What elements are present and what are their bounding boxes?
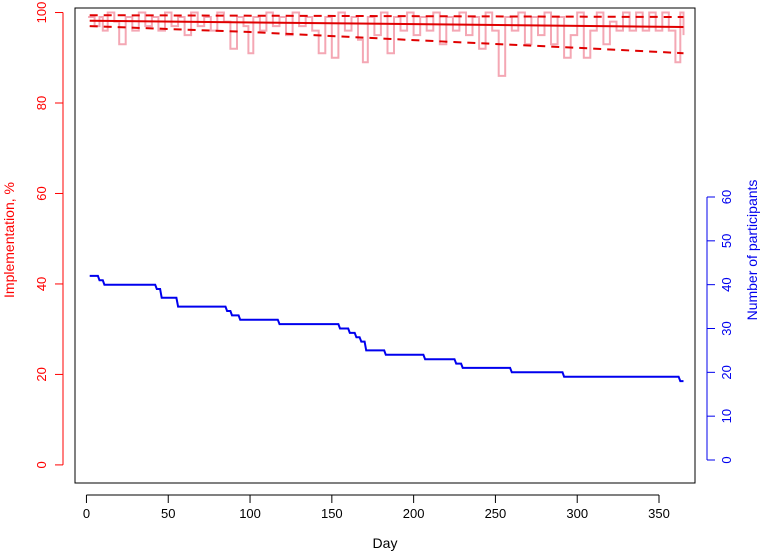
implementation-fit-line — [89, 19, 684, 28]
right-y-tick-label: 30 — [719, 321, 734, 335]
left-y-tick-label: 100 — [34, 2, 49, 24]
right-y-tick-label: 10 — [719, 409, 734, 423]
right-y-tick-label: 0 — [719, 456, 734, 463]
x-tick-label: 200 — [403, 506, 425, 521]
implementation-ci-line — [89, 14, 684, 18]
x-tick-label: 150 — [321, 506, 343, 521]
implementation-ci-line — [89, 25, 684, 55]
plot-frame — [74, 7, 696, 484]
right-y-tick-label: 50 — [719, 234, 734, 248]
right-y-axis: 0 10 20 30 40 50 60 — [706, 190, 734, 464]
left-y-tick-label: 0 — [34, 461, 49, 468]
right-y-tick-label: 20 — [719, 365, 734, 379]
left-y-tick-label: 80 — [34, 96, 49, 110]
x-tick-label: 50 — [161, 506, 175, 521]
left-y-tick-label: 40 — [34, 277, 49, 291]
right-y-axis-title: Number of participants — [744, 180, 760, 321]
x-tick-label: 100 — [239, 506, 261, 521]
x-axis-title: Day — [373, 535, 398, 551]
left-y-tick-label: 60 — [34, 186, 49, 200]
x-tick-label: 300 — [566, 506, 588, 521]
participants-line — [89, 274, 684, 383]
left-y-axis: 0 20 40 60 80 100 — [34, 2, 64, 469]
x-tick-label: 250 — [485, 506, 507, 521]
implementation-raw-line — [88, 11, 685, 77]
left-y-axis-title: Implementation, % — [1, 182, 17, 298]
x-axis: 0 50 100 150 200 250 300 350 — [83, 494, 670, 521]
right-y-tick-label: 60 — [719, 190, 734, 204]
series-layer — [88, 11, 685, 383]
right-y-tick-label: 40 — [719, 277, 734, 291]
x-tick-label: 350 — [648, 506, 670, 521]
x-tick-label: 0 — [83, 506, 90, 521]
left-y-tick-label: 20 — [34, 367, 49, 381]
